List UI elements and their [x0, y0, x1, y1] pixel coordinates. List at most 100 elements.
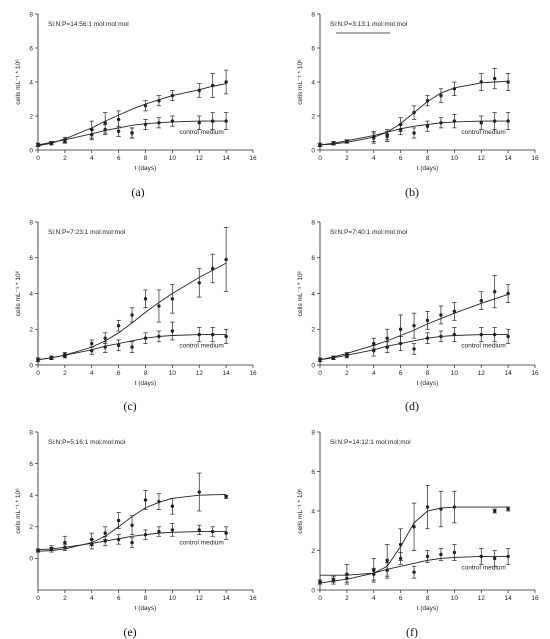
data-point — [452, 332, 457, 337]
data-point — [90, 542, 94, 546]
data-point — [143, 297, 148, 301]
data-point — [170, 93, 175, 98]
y-axis-label: cells mL⁻¹ * 10⁶ — [15, 59, 22, 105]
y-tick-label: 2 — [29, 327, 33, 334]
x-tick-label: 10 — [451, 370, 459, 377]
data-point — [439, 552, 443, 557]
data-point — [90, 133, 94, 137]
y-tick-label: 6 — [311, 469, 315, 476]
series-2 — [317, 112, 511, 147]
data-point — [331, 578, 336, 582]
x-tick-label: 14 — [223, 370, 231, 377]
x-tick-label: 4 — [372, 370, 376, 377]
x-tick-label: 8 — [144, 370, 148, 377]
fit-curve — [37, 493, 227, 552]
x-tick-label: 10 — [451, 595, 459, 602]
data-point — [425, 554, 430, 559]
chart-panel-e: 0 2 4 6 8 10 12 14 16 0 2 4 6 8 t (days) cells mL⁻¹ * 1… — [15, 429, 257, 639]
data-point — [143, 498, 148, 502]
y-tick-label: 2 — [311, 327, 315, 334]
series-2 — [317, 544, 511, 585]
data-point — [63, 540, 67, 545]
data-point — [372, 572, 376, 576]
ratio-annotation: Si:N:P=7:23:1 mol:mol:mol — [48, 229, 126, 236]
data-point — [398, 542, 403, 547]
data-point — [385, 134, 389, 139]
data-point — [345, 354, 349, 358]
y-tick-label: 2 — [311, 548, 315, 555]
data-point — [63, 139, 67, 144]
y-axis-label: cells mL⁻¹ * 10⁶ — [297, 270, 304, 316]
data-point — [425, 318, 430, 323]
x-tick-label: 2 — [63, 370, 67, 377]
data-point — [130, 313, 134, 317]
data-point — [170, 504, 175, 508]
data-point — [385, 336, 389, 340]
data-point — [143, 336, 148, 340]
x-tick-label: 6 — [117, 595, 121, 602]
y-tick-label: 6 — [29, 45, 33, 52]
chart-panel-f: 0 2 4 6 8 10 12 14 16 0 2 4 6 8 t (days) cells mL⁻¹ * 1… — [297, 429, 539, 639]
data-point — [398, 127, 403, 132]
x-tick-label: 8 — [426, 595, 430, 602]
x-tick-label: 4 — [90, 370, 94, 377]
data-point — [197, 88, 201, 93]
data-point — [385, 345, 389, 349]
x-tick-label: 2 — [63, 155, 67, 162]
data-point — [412, 131, 416, 135]
data-point — [372, 341, 376, 346]
data-point — [170, 119, 175, 123]
data-point — [90, 341, 94, 346]
x-tick-label: 2 — [345, 155, 349, 162]
data-point — [398, 556, 403, 561]
data-point — [479, 298, 483, 303]
y-tick-label: 6 — [311, 45, 315, 52]
data-point — [506, 507, 510, 511]
y-tick-label: 4 — [29, 79, 33, 86]
data-point — [130, 131, 134, 135]
data-point — [197, 281, 201, 285]
data-point — [372, 349, 376, 353]
y-tick-label: 0 — [311, 147, 315, 154]
data-point — [103, 539, 107, 543]
data-point — [425, 336, 430, 340]
chart-panel-b: 0 2 4 6 8 10 12 14 16 0 2 4 6 8 t (days) cells mL⁻¹ * 1… — [297, 11, 539, 199]
data-point — [224, 495, 228, 499]
data-point — [492, 290, 497, 294]
data-point — [130, 540, 134, 545]
data-point — [36, 143, 40, 147]
chart-panel-d: 0 2 4 6 8 10 12 14 16 0 2 4 6 8 t (days) cells mL⁻¹ * 1… — [297, 219, 539, 413]
y-tick-label: 8 — [311, 219, 315, 226]
data-point — [103, 336, 107, 340]
x-tick-label: 6 — [399, 155, 403, 162]
x-tick-label: 10 — [169, 370, 177, 377]
x-tick-label: 6 — [117, 155, 121, 162]
data-point — [157, 529, 161, 534]
x-tick-label: 0 — [36, 370, 40, 377]
x-tick-label: 10 — [451, 155, 459, 162]
x-axis-label: t (days) — [135, 380, 157, 387]
chart-panel-a: 0 2 4 6 8 10 12 14 16 0 2 4 6 8 t (days) cells mL⁻¹ * 1… — [15, 11, 257, 199]
control-medium-label: control medium — [461, 564, 505, 571]
x-tick-label: 0 — [318, 595, 322, 602]
ratio-annotation: Si:N:P=5:16:1 mol:mol:mol — [48, 439, 126, 446]
x-tick-label: 10 — [169, 595, 177, 602]
data-point — [157, 334, 161, 339]
panel-label: (f) — [406, 625, 418, 639]
data-point — [157, 499, 161, 504]
data-point — [170, 528, 175, 532]
fit-curve — [320, 506, 509, 576]
data-point — [157, 99, 161, 103]
ratio-annotation: Si:N:P=14:56:1 mol:mol:mol — [48, 21, 129, 28]
x-tick-label: 4 — [90, 595, 94, 602]
y-tick-label: 0 — [311, 587, 315, 594]
x-axis-label: t (days) — [417, 605, 439, 612]
data-point — [506, 119, 510, 123]
x-axis-label: t (days) — [417, 380, 439, 387]
x-tick-label: 16 — [531, 370, 539, 377]
data-point — [318, 580, 322, 584]
y-tick-label: 4 — [29, 493, 33, 500]
x-tick-label: 16 — [531, 595, 539, 602]
data-point — [372, 136, 376, 140]
